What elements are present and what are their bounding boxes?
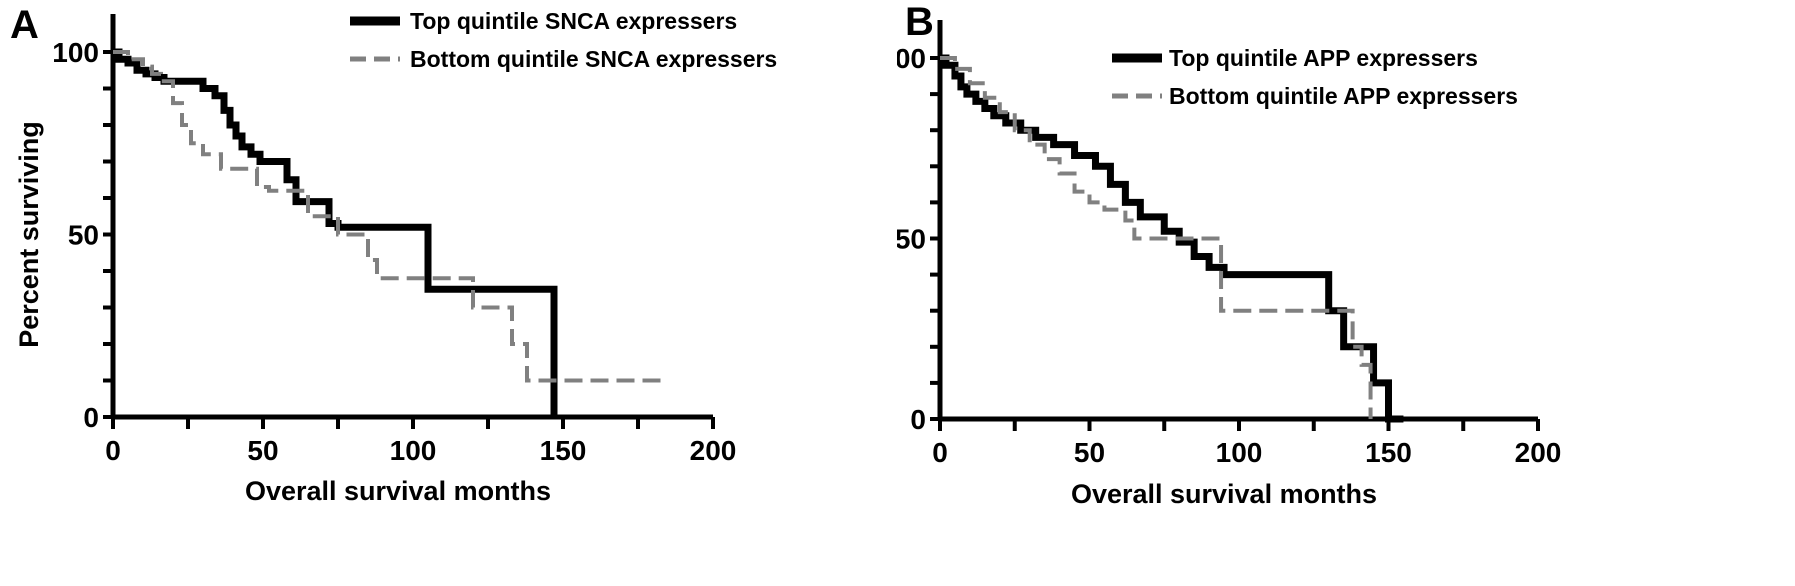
panel-b-x-tick-label: 50 [1074,437,1105,468]
panel-b-x-tick-label: 0 [932,437,948,468]
panel-a-x-tick-label: 50 [247,435,278,466]
panel-b-x-axis-label: Overall survival months [1071,479,1377,509]
panel-a-x-tick-label: 100 [390,435,437,466]
panel-b-x-tick-label: 100 [1216,437,1263,468]
panel-a-x-axis-label: Overall survival months [245,476,551,506]
panel-a-y-tick-label: 50 [68,220,99,251]
panel-b-legend-label-top: Top quintile APP expressers [1169,45,1478,71]
panel-b-letter: B [905,0,934,44]
km-chart-b: B 0 50 100 150 200 0 50 100 Overall survival mont… [897,0,1562,509]
panel-a-letter: A [10,3,39,47]
panel-a-series-bottom-line [113,50,662,383]
panel-b-series-bottom-line [940,56,1373,419]
panel-a-x-tick-label: 200 [690,435,737,466]
panel-b-series-top-line [940,54,1404,423]
panel-a-y-tick-label: 0 [83,402,99,433]
panel-a-x-tick-label: 0 [105,435,121,466]
chart-panel-a: A 0 50 100 150 200 0 50 100 Overall survival mont… [0,0,897,586]
panel-b-x-tick-label: 150 [1365,437,1412,468]
panel-a-x-tick-label: 150 [540,435,587,466]
panel-b-y-tick-label: 100 [897,43,926,74]
panel-b-legend-label-bottom: Bottom quintile APP expressers [1169,83,1518,109]
panel-a-series-top-line [113,48,558,417]
panel-b-y-tick-label: 0 [910,404,926,435]
panel-b-y-tick-label: 50 [897,224,926,255]
panel-a-legend-label-top: Top quintile SNCA expressers [410,8,737,34]
panel-b-x-tick-label: 200 [1515,437,1562,468]
km-chart-a: A 0 50 100 150 200 0 50 100 Overall survival mont… [10,3,777,506]
panel-a-y-tick-label: 100 [52,37,99,68]
panel-a-legend-label-bottom: Bottom quintile SNCA expressers [410,46,777,72]
panel-a-y-axis-label: Percent surviving [14,121,44,348]
chart-panel-b: B 0 50 100 150 200 0 50 100 Overall survival mont… [897,0,1794,586]
